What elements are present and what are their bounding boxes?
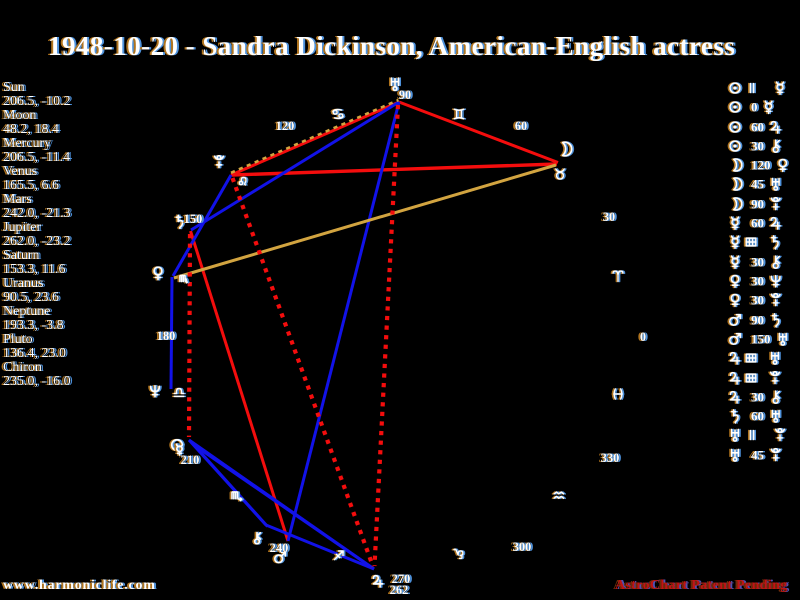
svg-text:330: 330 [601,451,620,465]
svg-text:30: 30 [753,274,766,289]
svg-text:150: 150 [753,332,773,347]
svg-text:210: 210 [179,453,198,467]
svg-text:30: 30 [751,139,764,154]
svg-text:45: 45 [753,448,767,463]
svg-text:240: 240 [272,541,291,555]
svg-text:30: 30 [749,139,762,154]
svg-text:0: 0 [642,330,648,344]
svg-text:90: 90 [399,88,412,102]
svg-text:60: 60 [751,120,764,135]
svg-text:90: 90 [749,197,762,212]
svg-text:30: 30 [749,255,762,270]
svg-text:30: 30 [753,293,766,308]
svg-text:30: 30 [603,210,616,224]
svg-text:30: 30 [753,390,766,405]
svg-text:30: 30 [601,210,614,224]
svg-text:300: 300 [513,540,532,554]
svg-text:30: 30 [753,255,766,270]
svg-text:0: 0 [638,330,644,344]
svg-text:150: 150 [186,212,205,226]
svg-text:0: 0 [753,100,760,115]
svg-text:180: 180 [155,329,174,343]
svg-text:60: 60 [751,216,764,231]
svg-text:330: 330 [599,451,618,465]
svg-text:120: 120 [278,119,297,133]
svg-text:262: 262 [390,583,409,597]
svg-text:300: 300 [515,540,534,554]
svg-text:120: 120 [751,158,771,173]
svg-text:270: 270 [392,572,411,586]
svg-text:262: 262 [388,583,407,597]
svg-text:45: 45 [749,448,763,463]
svg-text:90: 90 [397,88,410,102]
svg-text:330: 330 [603,451,622,465]
svg-text:60: 60 [515,119,528,133]
svg-text:180: 180 [159,329,178,343]
svg-text:0: 0 [751,100,758,115]
svg-text:150: 150 [749,332,769,347]
svg-text:240: 240 [268,541,287,555]
svg-text:0: 0 [640,330,646,344]
svg-text:60: 60 [753,120,766,135]
svg-text:150: 150 [182,212,201,226]
svg-text:45: 45 [751,448,765,463]
svg-text:30: 30 [751,293,764,308]
svg-text:150: 150 [184,212,203,226]
svg-text:30: 30 [749,274,762,289]
svg-text:30: 30 [751,274,764,289]
svg-text:90: 90 [753,197,766,212]
svg-text:60: 60 [753,216,766,231]
svg-text:270: 270 [394,572,413,586]
svg-text:240: 240 [270,541,289,555]
svg-text:90: 90 [751,197,764,212]
svg-text:60: 60 [751,409,764,424]
svg-text:60: 60 [753,409,766,424]
svg-text:150: 150 [751,332,771,347]
svg-text:120: 120 [753,158,773,173]
svg-text:60: 60 [749,216,762,231]
svg-text:60: 60 [517,119,530,133]
svg-text:90: 90 [401,88,414,102]
svg-text:300: 300 [511,540,530,554]
svg-text:45: 45 [749,177,763,192]
svg-text:0: 0 [749,100,756,115]
svg-text:30: 30 [753,139,766,154]
svg-text:210: 210 [183,453,202,467]
svg-text:210: 210 [181,453,200,467]
svg-text:60: 60 [749,120,762,135]
svg-text:30: 30 [749,293,762,308]
svg-text:30: 30 [751,390,764,405]
svg-text:270: 270 [390,572,409,586]
svg-text:180: 180 [157,329,176,343]
svg-text:120: 120 [274,119,293,133]
svg-text:45: 45 [753,177,767,192]
svg-text:262: 262 [392,583,411,597]
svg-text:90: 90 [751,313,764,328]
svg-text:120: 120 [276,119,295,133]
svg-text:90: 90 [749,313,762,328]
svg-text:45: 45 [751,177,765,192]
svg-text:120: 120 [749,158,769,173]
svg-text:30: 30 [751,255,764,270]
svg-text:30: 30 [605,210,618,224]
svg-text:60: 60 [513,119,526,133]
svg-text:30: 30 [749,390,762,405]
svg-text:60: 60 [749,409,762,424]
svg-text:90: 90 [753,313,766,328]
